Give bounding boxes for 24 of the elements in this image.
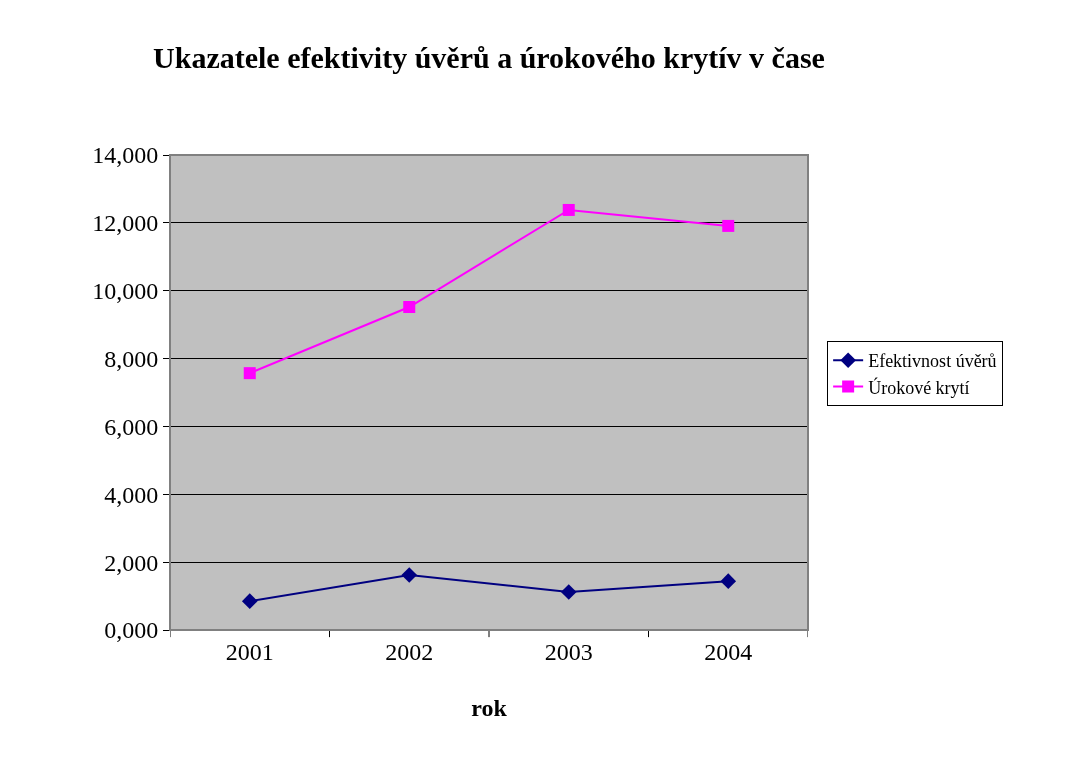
point <box>720 573 737 589</box>
y-tick-label: 0,000 <box>104 617 159 644</box>
point <box>560 584 577 600</box>
legend-label: Efektivnost úvěrů <box>868 351 997 372</box>
y-tick-label: 14,000 <box>92 142 159 169</box>
y-tick-label: 8,000 <box>104 345 159 372</box>
point <box>401 567 418 583</box>
chart-title: Ukazatele efektivity úvěrů a úrokového krytív v čase <box>153 41 825 75</box>
x-tick-label: 2001 <box>225 638 274 665</box>
point <box>241 593 258 609</box>
y-tick-label: 10,000 <box>92 278 159 305</box>
legend-label: Úrokové krytí <box>868 376 970 398</box>
x-axis-title: rok <box>471 695 508 722</box>
y-tick-label: 12,000 <box>92 210 159 237</box>
point <box>243 367 256 380</box>
y-tick-label: 2,000 <box>104 549 159 576</box>
y-tick-label: 6,000 <box>104 413 159 440</box>
x-tick-label: 2004 <box>704 638 753 665</box>
point <box>722 219 735 232</box>
y-tick-label: 4,000 <box>104 481 159 508</box>
point <box>403 301 416 313</box>
x-tick-label: 2002 <box>385 638 434 665</box>
x-tick-label: 2003 <box>544 638 593 665</box>
point <box>562 203 575 216</box>
